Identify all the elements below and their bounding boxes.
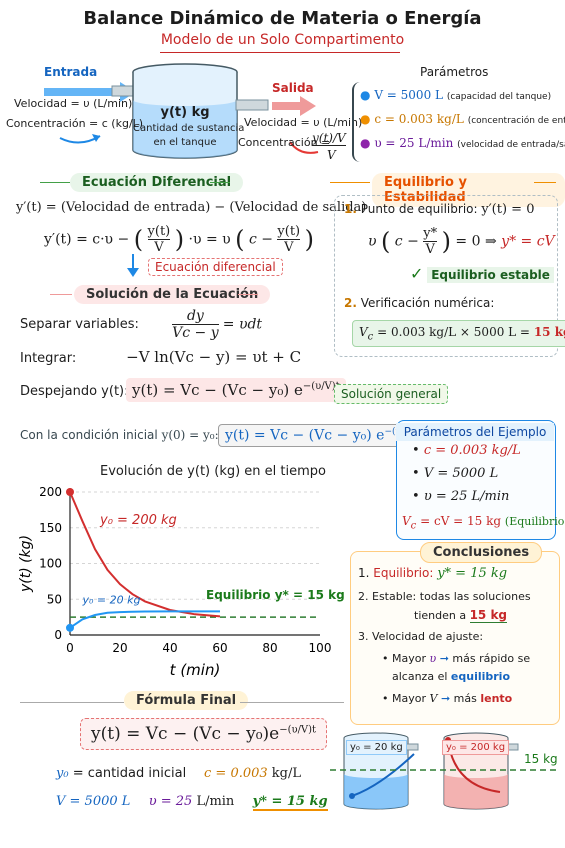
diffeq-general-form: y′(t) = (Velocidad de entrada) − (Veloci…: [16, 200, 367, 215]
series-label: y₀ = 200 kg: [99, 513, 177, 528]
subtitle-underline: [160, 52, 400, 53]
equilibrium-heading: Equilibrio y Estabilidad: [372, 173, 565, 207]
inflow-velocity: Velocidad = υ (L/min): [14, 97, 133, 110]
tank-quantity-label: y(t) kg: [160, 105, 210, 120]
down-arrow-icon: [127, 254, 139, 277]
diffeq-label: Ecuación diferencial: [148, 258, 283, 276]
example-result: Vc = cV = 15 kg (Equilibrio): [402, 514, 565, 532]
check-icon: ✓: [410, 264, 424, 283]
parameter-item: ● V = 5000 L (capacidad del tanque): [360, 88, 552, 102]
mini-tank-eq-label: 15 kg: [524, 752, 558, 766]
diffeq-heading: Ecuación Diferencial: [70, 173, 244, 192]
conclusions-heading: Conclusiones: [420, 542, 543, 563]
series-line: [69, 610, 220, 629]
outflow-concentration-label: Concentración =: [238, 136, 331, 149]
inflow-concentration: Concentración = c (kg/L): [6, 117, 144, 130]
outflow-velocity: Velocidad = υ (L/min): [244, 116, 363, 129]
x-tick-label: 100: [309, 641, 332, 655]
divider-left: [40, 182, 70, 183]
entrada-label: Entrada: [44, 65, 98, 79]
y-tick-label: 50: [47, 592, 62, 606]
conclusions-box: [350, 551, 560, 725]
particular-solution: y(t) = Vc − (Vc − y₀) e−(υ/V)t: [218, 424, 425, 447]
outflow-concentration-den: V: [327, 148, 336, 162]
start-point: [66, 623, 74, 632]
numeric-verification: Vc = 0.003 kg/L × 5000 L = 15 kg: [352, 320, 565, 348]
parameter-item: ● c = 0.003 kg/L (concentración de entra…: [360, 112, 565, 126]
solve-step: Despejando y(t):: [20, 384, 129, 399]
separate-variables: Separar variables: dy Vc − y = υdt: [20, 308, 263, 341]
final-legend-c: c = 0.003 kg/L: [204, 766, 302, 781]
parameter-item: ● υ = 25 L/min (velocidad de entrada/sal…: [360, 136, 565, 150]
x-axis-label: t (min): [170, 661, 221, 679]
divider-left: [50, 294, 72, 295]
equilibrium-equation: υ ( c − y* V ) = 0 ⇒ y* = cV: [368, 226, 555, 257]
divider-right: [240, 702, 344, 703]
arrow-right-icon: ➞: [439, 652, 449, 665]
diffeq-model-form: y′(t) = c·υ − ( y(t) V ) ·υ = υ ( c − y(…: [44, 224, 314, 255]
divider-right: [238, 294, 258, 295]
y-tick-label: 0: [54, 628, 62, 642]
series-label: y₀ = 20 kg: [82, 594, 141, 607]
parameters-box: [352, 82, 560, 162]
equilibrium-step2: 2. Verificación numérica:: [344, 296, 495, 310]
conclusion-1: 1. Equilibrio: y* = 15 kg: [358, 566, 508, 581]
salida-label: Salida: [272, 81, 314, 95]
example-param: • υ = 25 L/min: [412, 489, 510, 504]
x-tick-label: 0: [66, 641, 74, 655]
conclusion-2-cont: tienden a 15 kg: [414, 608, 508, 623]
general-solution-label: Solución general: [334, 384, 449, 404]
y-axis-label: y(t) (kg): [18, 535, 34, 593]
y-vs-t-chart: 0 50 100 150 200 0 20 40 60 80 100 y₀ = 200 kg y₀ = …: [18, 485, 332, 679]
final-heading: Fórmula Final: [124, 691, 249, 710]
y-tick-label: 200: [39, 485, 62, 499]
start-point: [66, 488, 74, 496]
example-param: • c = 0.003 kg/L: [412, 443, 521, 458]
conclusion-3: 3. Velocidad de ajuste:: [358, 630, 484, 643]
arrow-right-icon: ➞: [440, 692, 451, 705]
initial-condition: Con la condición inicial y(0) = y₀:: [20, 428, 219, 442]
equilibrium-box: [334, 195, 558, 357]
solution-heading: Solución de la Ecuación: [74, 285, 271, 304]
divider-left: [20, 702, 124, 703]
x-tick-label: 80: [262, 641, 277, 655]
mini-tank-left-label: y₀ = 20 kg: [346, 740, 407, 755]
example-param: • V = 5000 L: [412, 466, 499, 481]
conclusion-bullet-cont: alcanza el equilibrio: [392, 670, 511, 683]
integrate-step: Integrar: −V ln(Vc − y) = υt + C: [20, 348, 302, 366]
x-tick-label: 40: [162, 641, 177, 655]
salida-arrow-icon: [272, 96, 316, 116]
divider-left: [330, 182, 370, 183]
x-tick-label: 60: [212, 641, 227, 655]
conclusion-bullet: • Mayor V ➞ más lento: [382, 692, 513, 705]
entrada-arrow-icon: [44, 82, 136, 102]
final-formula: y(t) = Vc − (Vc − y₀)e−(υ/V)t: [80, 718, 328, 750]
tank-desc-line2: en el tanque: [153, 137, 217, 148]
tank-desc-line1: Cantidad de sustancia: [133, 123, 245, 134]
page-title: Balance Dinámico de Materia o Energía: [83, 8, 482, 29]
equilibrium-annotation: Equilibrio y* = 15 kg: [206, 588, 345, 602]
stable-indicator: ✓ Equilibrio estable: [410, 264, 554, 283]
divider-right: [534, 182, 556, 183]
conclusion-bullet: • Mayor υ ➞ más rápido se: [382, 652, 531, 665]
conclusion-2: 2. Estable: todas las soluciones: [358, 590, 531, 603]
mini-tank-right-label: y₀ = 200 kg: [442, 740, 510, 755]
final-legend-line1: y₀ = cantidad inicial: [56, 766, 187, 781]
y-tick-label: 100: [39, 557, 62, 571]
solve-result: y(t) = Vc − (Vc − y₀) e−(υ/V)t: [126, 378, 346, 402]
y-tick-label: 150: [39, 521, 62, 535]
parameters-title: Parámetros: [420, 65, 489, 79]
example-params-title: Parámetros del Ejemplo: [396, 423, 554, 441]
chart-title: Evolución de y(t) (kg) en el tiempo: [100, 464, 326, 479]
final-legend-line2: V = 5000 L υ = 25 L/min y* = 15 kg: [56, 794, 328, 811]
tank-diagram: [44, 63, 319, 159]
outflow-concentration-num: y(t)/V: [312, 131, 346, 146]
x-tick-label: 20: [112, 641, 127, 655]
equilibrium-step1: 1. Punto de equilibrio: y′(t) = 0: [344, 202, 535, 217]
page-subtitle: Modelo de un Solo Compartimento: [160, 32, 405, 48]
divider-right: [210, 182, 230, 183]
